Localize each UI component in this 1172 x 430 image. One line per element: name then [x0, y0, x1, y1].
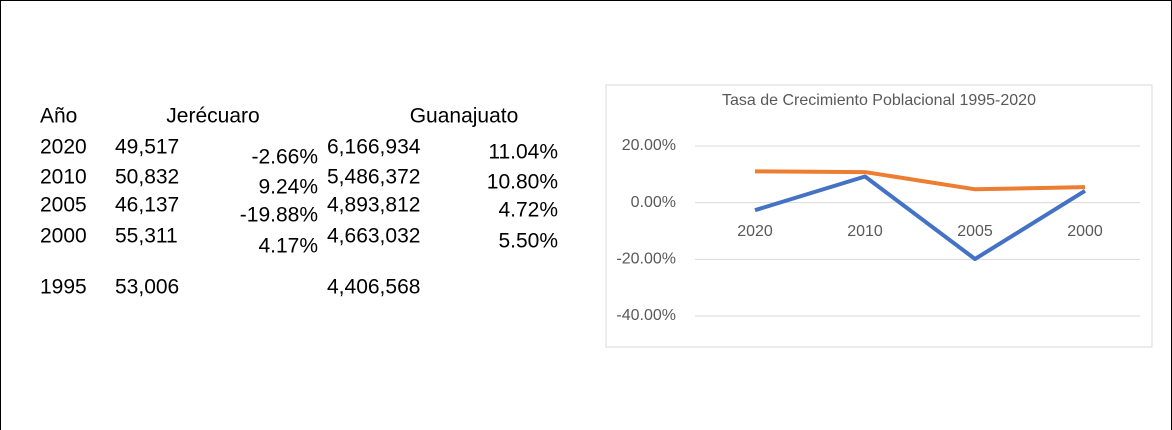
header: Año	[40, 105, 77, 128]
cell: 2005	[40, 194, 87, 217]
cell: 55,311	[115, 225, 178, 248]
y-tick-label: 20.00%	[622, 137, 676, 154]
x-tick-label: 2000	[1067, 223, 1103, 240]
cell: 50,832	[115, 166, 179, 189]
series-line	[754, 174, 1087, 261]
y-tick-label: -20.00%	[616, 251, 676, 268]
cell: 4,663,032	[327, 225, 420, 248]
y-tick-label: -40.00%	[616, 307, 676, 324]
series-line	[754, 169, 1086, 192]
cell: 46,137	[115, 194, 179, 217]
cell: 2000	[40, 225, 87, 248]
y-tick-label: 0.00%	[631, 194, 676, 211]
cell: 4.17%	[258, 235, 318, 258]
chart-box	[605, 84, 1153, 348]
cell: 49,517	[115, 136, 179, 159]
cell: 5,486,372	[327, 166, 420, 189]
cell: 53,006	[115, 276, 179, 299]
cell: -2.66%	[251, 146, 318, 169]
cell: 10.80%	[487, 171, 558, 194]
cell: 5.50%	[498, 230, 558, 253]
cell: 6,166,934	[327, 136, 421, 159]
x-tick-label: 2020	[737, 223, 773, 240]
chart-title: Tasa de Crecimiento Poblacional 1995-202…	[722, 92, 1036, 109]
cell: 9.24%	[258, 176, 318, 199]
cell: 11.04%	[488, 141, 558, 164]
cell: 2010	[40, 166, 87, 189]
header: Jerécuaro	[166, 105, 259, 128]
header: Guanajuato	[410, 105, 519, 128]
x-tick-label: 2005	[957, 223, 993, 240]
x-tick-label: 2010	[847, 223, 883, 240]
cell: 4,893,812	[327, 194, 420, 217]
cell: -19.88%	[240, 204, 318, 227]
cell: 4,406,568	[327, 276, 420, 299]
cell: 2020	[40, 136, 87, 159]
cell: 1995	[40, 276, 87, 299]
cell: 4.72%	[498, 199, 558, 222]
